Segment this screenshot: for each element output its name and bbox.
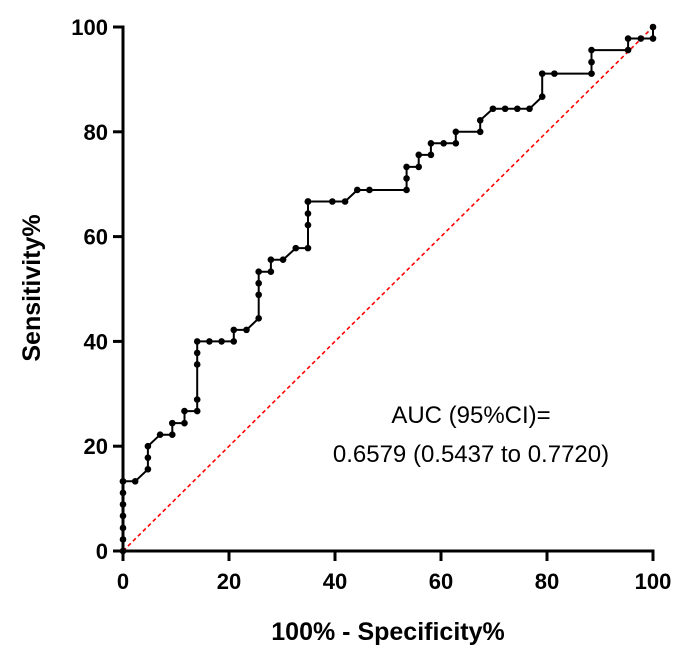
y-axis-title: Sensitivity% [18, 214, 46, 361]
roc-point [415, 151, 423, 159]
roc-point [144, 465, 152, 473]
roc-point [131, 478, 139, 485]
roc-point [440, 140, 447, 147]
y-tick-label: 20 [84, 434, 108, 459]
x-tick-label: 100 [635, 569, 672, 594]
roc-point [181, 407, 188, 415]
roc-point [267, 268, 275, 276]
roc-point [267, 256, 275, 263]
x-axis-title: 100% - Specificity% [271, 618, 504, 646]
roc-point [156, 431, 164, 438]
roc-point [427, 140, 435, 147]
roc-point [452, 140, 460, 147]
roc-point [181, 419, 188, 427]
roc-point [193, 349, 201, 357]
roc-point [476, 128, 484, 136]
roc-point [304, 221, 312, 229]
roc-point [193, 338, 201, 345]
roc-point [489, 105, 497, 113]
x-tick-label: 20 [217, 569, 241, 594]
roc-point [452, 128, 460, 136]
auc-annotation-line-2: 0.6579 (0.5437 to 0.7720) [333, 441, 609, 468]
roc-point [551, 70, 558, 77]
roc-point [341, 198, 349, 205]
reference-line-group [122, 26, 654, 552]
roc-point [427, 151, 435, 159]
y-tick-label: 0 [96, 539, 108, 564]
roc-point [243, 326, 250, 334]
x-tick-label: 0 [117, 569, 129, 594]
y-tick-label: 60 [84, 225, 108, 250]
reference-diagonal-line [122, 26, 654, 552]
roc-point [144, 454, 152, 462]
x-tick-label: 80 [535, 569, 559, 594]
auc-annotation-line-1: AUC (95%CI)= [391, 402, 550, 429]
roc-point [403, 163, 410, 171]
x-tick-label: 60 [429, 569, 453, 594]
roc-point [649, 23, 657, 31]
roc-point [206, 338, 213, 345]
roc-point [255, 268, 262, 276]
roc-point [255, 315, 262, 322]
roc-point [193, 361, 201, 368]
y-tick-label: 80 [84, 120, 108, 145]
roc-point [255, 279, 262, 287]
roc-point [501, 105, 509, 113]
roc-point [403, 175, 410, 182]
axes-group [113, 25, 655, 561]
y-tick-labels: 0 20 40 60 80 100 [71, 15, 108, 564]
roc-point [649, 35, 657, 42]
roc-point [637, 35, 645, 42]
roc-point [279, 256, 287, 263]
roc-point [624, 35, 632, 42]
roc-point [193, 407, 201, 415]
roc-point [588, 70, 595, 77]
roc-point [230, 326, 238, 334]
roc-point [415, 163, 423, 171]
roc-point [588, 58, 595, 66]
roc-point [292, 244, 300, 252]
roc-point [329, 198, 336, 205]
roc-point [144, 442, 152, 450]
x-tick-label: 40 [323, 569, 347, 594]
y-tick-label: 100 [71, 15, 108, 40]
y-tick-label: 40 [84, 329, 108, 354]
roc-point [403, 186, 410, 194]
roc-point [588, 46, 595, 54]
roc-point [255, 291, 262, 299]
roc-point [514, 105, 521, 113]
roc-points-group [119, 23, 657, 555]
roc-point [353, 186, 361, 194]
roc-point [624, 46, 632, 54]
roc-point [538, 93, 546, 100]
x-tick-labels: 0 20 40 60 80 100 [117, 569, 671, 594]
roc-point [476, 116, 484, 124]
roc-point [304, 244, 312, 252]
roc-point [538, 70, 546, 77]
roc-point [304, 210, 312, 217]
roc-point [168, 431, 176, 438]
roc-point [526, 105, 533, 113]
roc-point [230, 338, 238, 345]
roc-point [304, 198, 312, 205]
roc-point [366, 186, 373, 194]
roc-point [193, 396, 201, 403]
roc-point [218, 338, 225, 345]
roc-point [168, 419, 176, 427]
